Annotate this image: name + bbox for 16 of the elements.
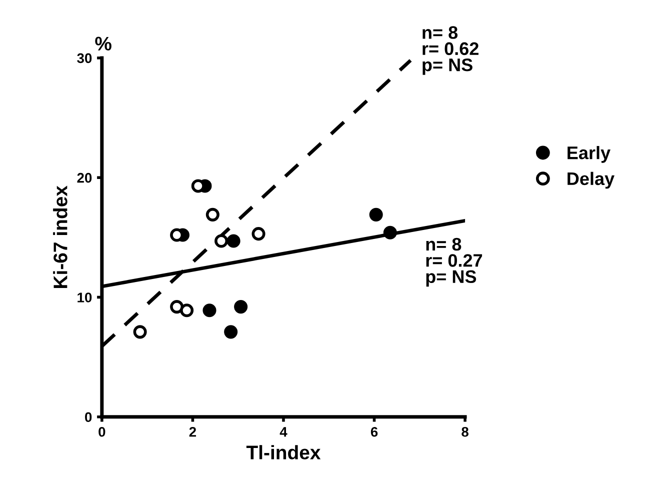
y-tick-label: 30 — [77, 53, 92, 64]
annotation: n= 8 r= 0.27 p= NS — [426, 238, 482, 287]
legend-label: Early — [568, 146, 610, 163]
x-tick-label: 4 — [280, 427, 288, 437]
y-tick-label: 0 — [85, 412, 92, 422]
x-tick-label: 2 — [189, 426, 196, 437]
annotation: n= 8 r= 0.62 p= NS — [422, 26, 478, 75]
text: % — [95, 36, 112, 50]
x-axis-title: Tl-index — [246, 445, 321, 460]
y-tick-label: 20 — [77, 172, 92, 183]
legend-label: Delay — [568, 172, 614, 189]
y-tick-label: 10 — [78, 292, 92, 302]
x-tick-label: 8 — [462, 426, 468, 437]
x-tick-label: 6 — [370, 426, 378, 437]
y-axis-title: Ki-67 index — [53, 186, 68, 288]
x-tick-label: 0 — [98, 426, 106, 437]
